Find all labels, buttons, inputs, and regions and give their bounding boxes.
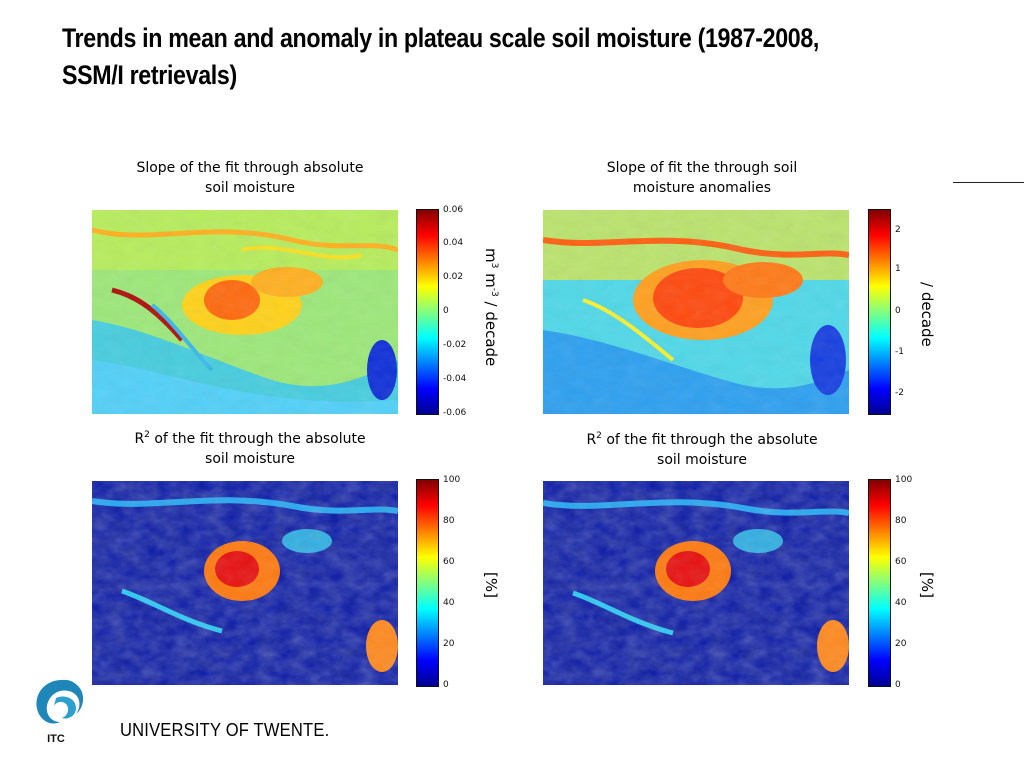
tick-label: 80 xyxy=(443,516,455,526)
colorbar-panel-1 xyxy=(416,209,439,415)
panel-3-title-line2: soil moisture xyxy=(205,451,295,467)
tick-label: 0.06 xyxy=(443,205,464,215)
unit-part: / decade xyxy=(482,296,500,367)
slide-title: Trends in mean and anomaly in plateau sc… xyxy=(62,23,820,90)
panel-3-title-line1: R2 of the fit through the absolute xyxy=(100,429,400,449)
tick-label: 0 xyxy=(895,306,901,316)
panel-2-title: Slope of fit the through soil moisture a… xyxy=(552,158,852,198)
panel-2-title-line1: Slope of fit the through soil xyxy=(606,160,798,176)
colorbar-panel-4 xyxy=(868,479,891,687)
panel-2-title-line2: moisture anomalies xyxy=(632,180,772,196)
itc-logo-icon: ITC xyxy=(36,679,84,744)
title-part: of the fit through the absolute xyxy=(601,432,818,448)
unit-label-panel-4: [%] xyxy=(918,572,936,598)
unit-label-panel-2: / decade xyxy=(918,282,936,347)
tick-label: 40 xyxy=(895,598,907,608)
colorbar-panel-2 xyxy=(868,209,891,415)
unit-part: m xyxy=(482,248,500,263)
tick-label: -0.02 xyxy=(443,340,467,350)
tick-label: 100 xyxy=(443,475,461,485)
unit-label-panel-1: m3 m-3 / decade xyxy=(482,248,500,366)
title-part: R xyxy=(586,432,597,448)
tick-label: 20 xyxy=(443,639,455,649)
panel-4-title: R2 of the fit through the absolute soil … xyxy=(552,430,852,470)
decorative-rule xyxy=(953,182,1024,183)
tick-label: -0.04 xyxy=(443,374,467,384)
tick-label: 0 xyxy=(443,306,449,316)
tick-label: 60 xyxy=(443,557,455,567)
tick-label: -0.06 xyxy=(443,408,467,418)
map-r2-absolute-right xyxy=(543,481,849,685)
tick-label: 1 xyxy=(895,264,901,274)
map-slope-absolute xyxy=(92,210,398,414)
map-r2-absolute-left xyxy=(92,481,398,685)
panel-3-title: R2 of the fit through the absolute soil … xyxy=(100,429,400,469)
panel-4-title-line1: R2 of the fit through the absolute xyxy=(552,430,852,450)
tick-label: 100 xyxy=(895,475,913,485)
colorbar-panel-3 xyxy=(416,479,439,687)
university-name: UNIVERSITY OF TWENTE. xyxy=(120,720,330,740)
map-slope-anomalies xyxy=(543,210,849,414)
tick-label: 2 xyxy=(895,225,901,235)
panel-1-title-line2: soil moisture xyxy=(205,180,295,196)
unit-part: m xyxy=(482,268,500,288)
logo-text: ITC xyxy=(47,733,65,744)
unit-sup: -3 xyxy=(489,287,499,297)
panel-1-title-line1: Slope of the fit through absolute xyxy=(136,160,364,176)
tick-label: 0 xyxy=(895,680,901,690)
tick-label: 60 xyxy=(895,557,907,567)
title-sup: 2 xyxy=(596,431,602,441)
tick-label: 40 xyxy=(443,598,455,608)
tick-label: 20 xyxy=(895,639,907,649)
unit-label-panel-3: [%] xyxy=(482,572,500,598)
tick-label: -1 xyxy=(895,347,904,357)
title-part: of the fit through the absolute xyxy=(149,431,366,447)
title-part: R xyxy=(134,431,145,447)
tick-label: 0.04 xyxy=(443,238,464,248)
panel-1-title: Slope of the fit through absolute soil m… xyxy=(100,158,400,198)
tick-label: 80 xyxy=(895,516,907,526)
tick-label: 0 xyxy=(443,680,449,690)
tick-label: -2 xyxy=(895,388,904,398)
tick-label: 0.02 xyxy=(443,272,464,282)
title-sup: 2 xyxy=(144,430,150,440)
panel-4-title-line2: soil moisture xyxy=(657,452,747,468)
